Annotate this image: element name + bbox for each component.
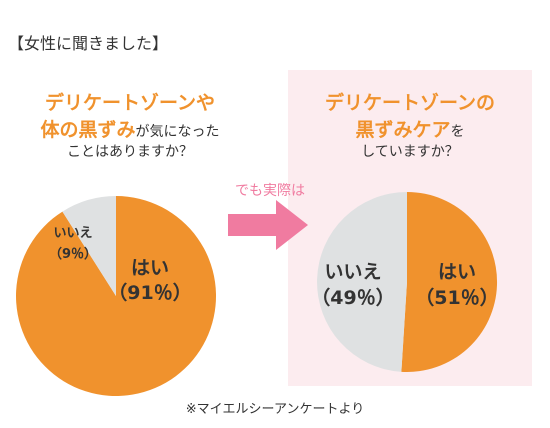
left-question-line1: デリケートゾーンや xyxy=(44,92,216,114)
pie-slice-yes xyxy=(401,191,498,372)
left-question-line3: ことはありますか？ xyxy=(67,144,193,161)
right-pie-chart: はい （51％） いいえ （49％） xyxy=(311,191,499,372)
right-question-line3: していますか？ xyxy=(361,144,459,161)
slice-label-no: いいえ xyxy=(324,261,381,283)
slice-percent-no: （49％） xyxy=(311,286,394,309)
slice-percent-no: （9％） xyxy=(49,246,97,262)
left-question: デリケートゾーンや 体の黒ずみが気になった ことはありますか？ xyxy=(10,90,250,163)
right-question-line2-text: を xyxy=(450,123,465,140)
right-question-line1: デリケートゾーンの xyxy=(324,92,496,114)
slice-label-no: いいえ xyxy=(53,226,92,241)
slice-label-yes: はい xyxy=(131,257,169,279)
left-pie-chart: はい（91％） いいえ （9％） xyxy=(16,196,217,396)
pie-slice-no xyxy=(317,192,407,372)
right-question: デリケートゾーンの 黒ずみケアを していますか？ xyxy=(290,90,530,163)
left-question-line2-emphasis: 体の黒ずみ xyxy=(40,118,136,141)
left-question-line2-text: が気になった xyxy=(135,123,220,140)
right-question-line2-emphasis: 黒ずみケア xyxy=(355,118,451,141)
arrow-label: でも実際は xyxy=(235,183,305,199)
right-arrow-icon xyxy=(228,200,308,250)
pie-slice-no xyxy=(62,196,116,296)
slice-label-yes: はい xyxy=(438,261,476,283)
footer-note: ※マイエルシーアンケートより xyxy=(185,402,365,417)
slice-percent-yes: （91％） xyxy=(108,281,191,304)
right-arrow-shape xyxy=(228,200,308,250)
slice-percent-yes: （51％） xyxy=(415,286,498,309)
header-label: 【女性に聞きました】 xyxy=(8,34,169,53)
pie-slice-yes xyxy=(16,196,217,396)
